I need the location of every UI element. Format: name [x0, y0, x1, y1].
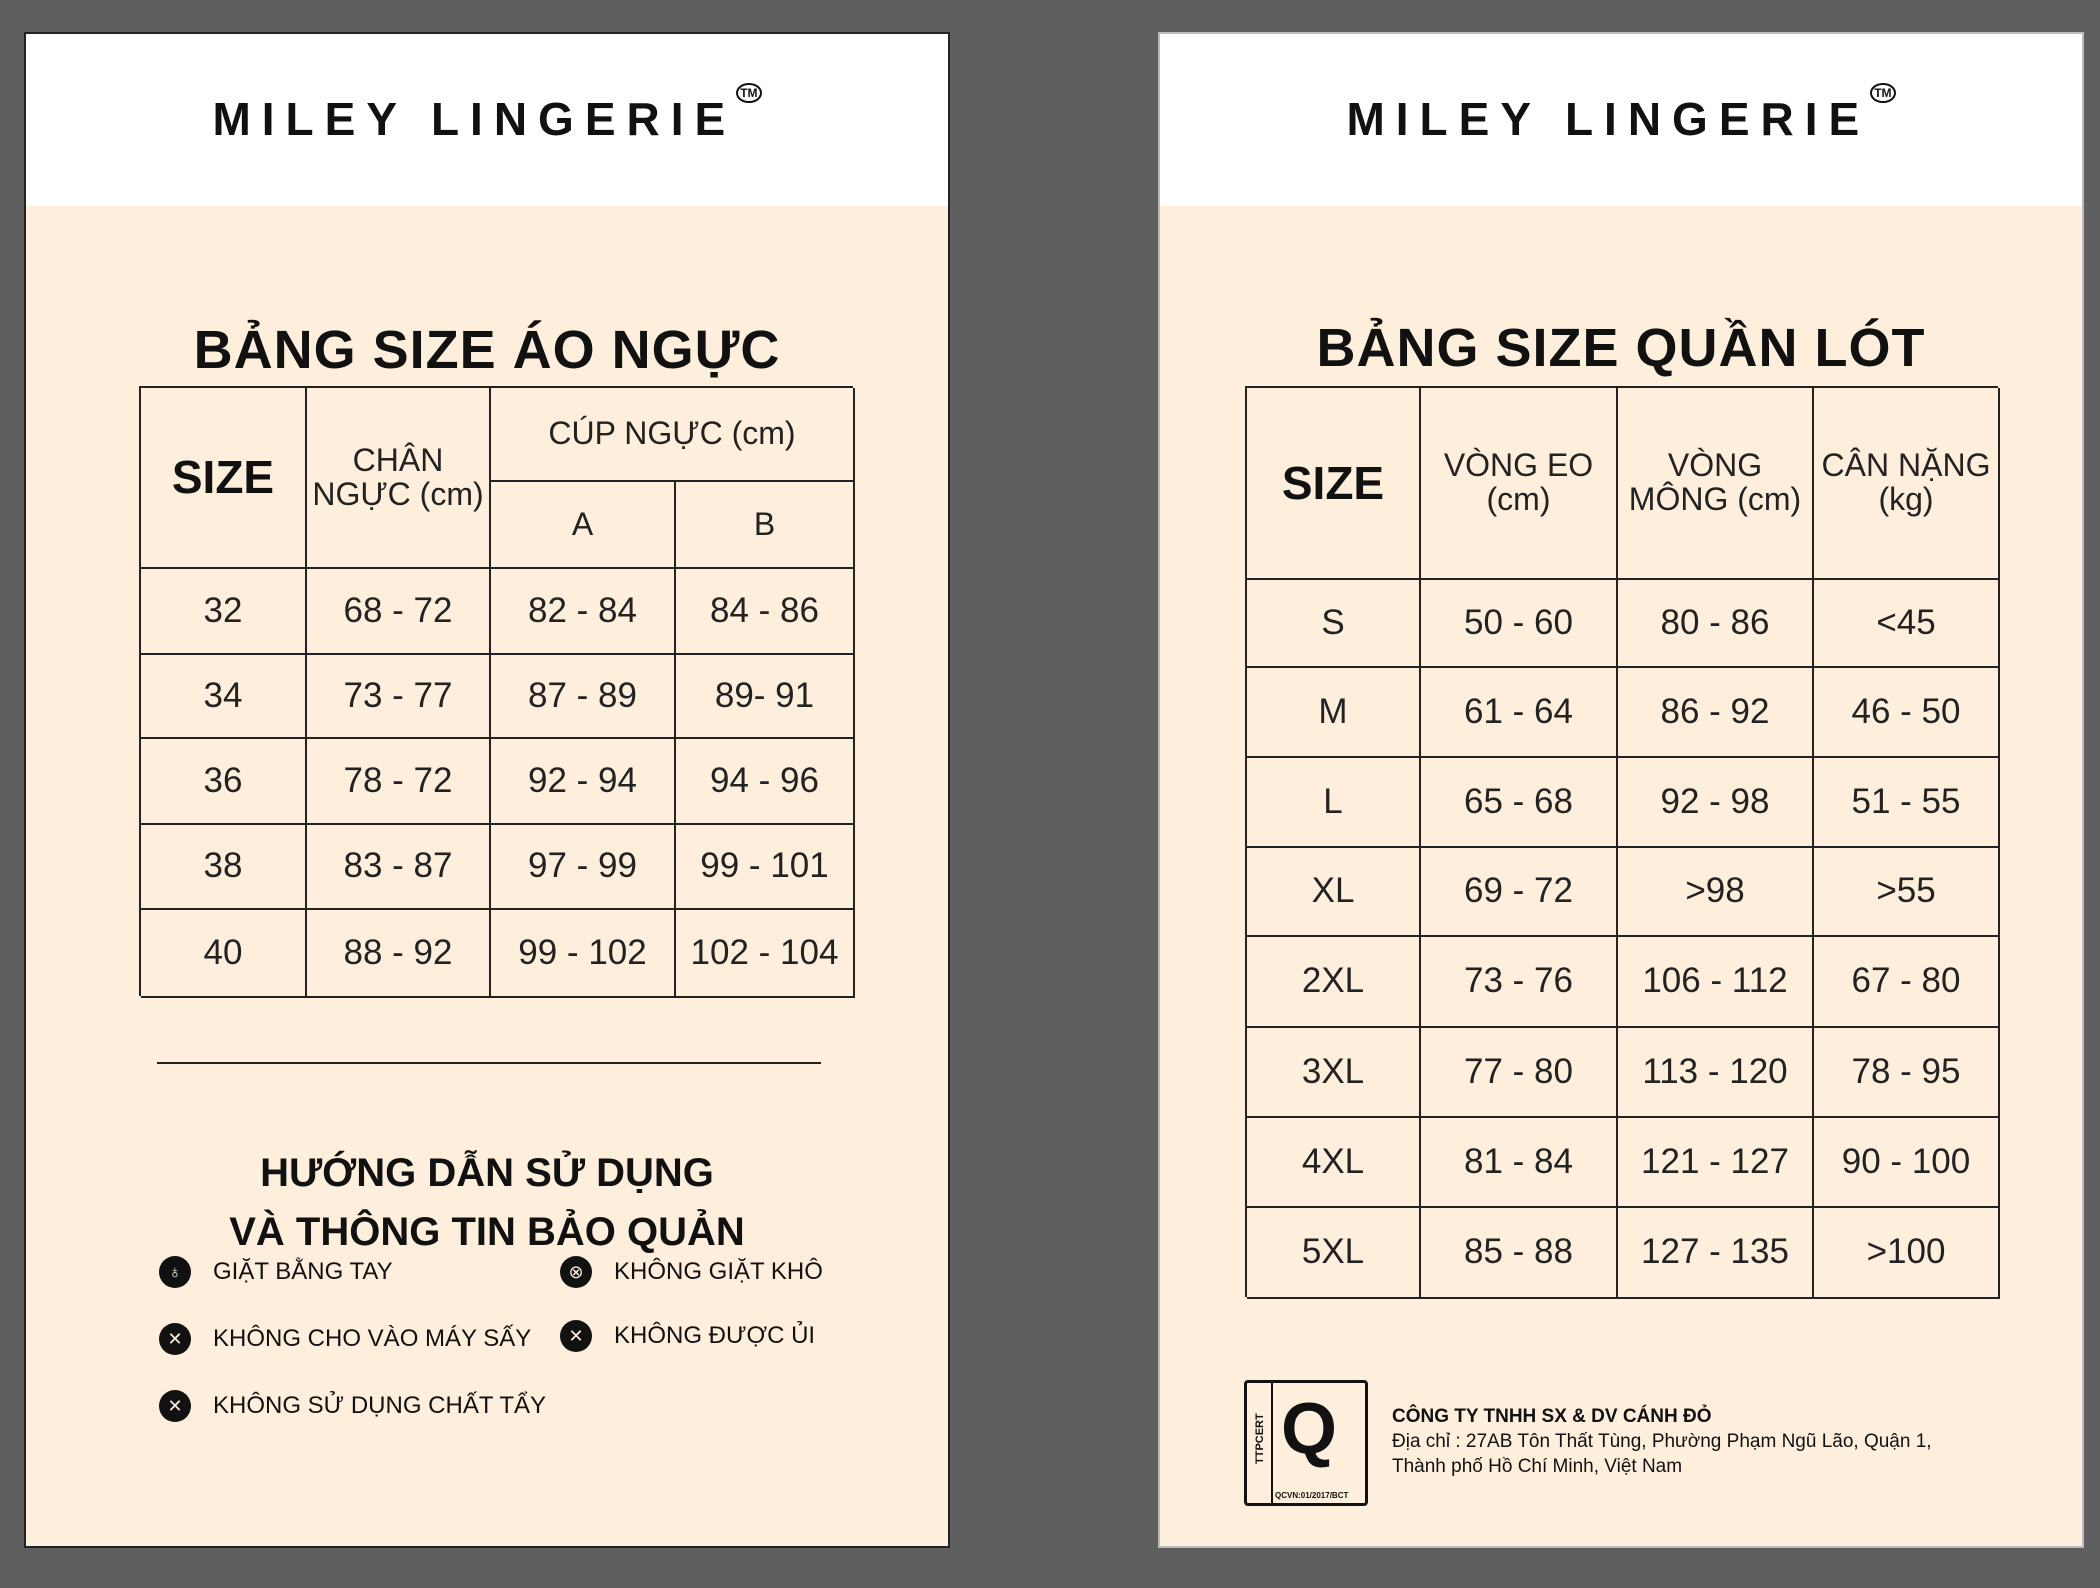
table-cell: 78 - 95	[1814, 1028, 2000, 1118]
table-cell: <45	[1814, 580, 2000, 668]
certification-mark: TTPCERT Q QCVN:01/2017/BCT	[1244, 1380, 1368, 1506]
table-cell: S	[1247, 580, 1421, 668]
no-tumble-dry-icon: ✕	[159, 1323, 191, 1355]
table-cell: 106 - 112	[1618, 937, 1814, 1028]
table-cell: 92 - 94	[491, 739, 676, 825]
table-cell: 99 - 101	[676, 825, 855, 910]
bra-title: BẢNG SIZE ÁO NGỰC	[193, 320, 781, 380]
table-cell: 99 - 102	[491, 910, 676, 998]
table-cell: M	[1247, 668, 1421, 758]
table-cell: 92 - 98	[1618, 758, 1814, 848]
table-cell: 4XL	[1247, 1118, 1421, 1208]
header-cup-b: B	[676, 482, 855, 569]
panty-size-panel: MILEY LINGERIE TM BẢNG SIZE QUẦN LÓT SIZE…	[1158, 32, 2084, 1548]
care-label: GIẶT BẰNG TAY	[213, 1258, 393, 1285]
table-cell: 88 - 92	[307, 910, 491, 998]
table-cell: 102 - 104	[676, 910, 855, 998]
table-cell: >98	[1618, 848, 1814, 937]
no-dry-clean-icon: ⊗	[560, 1256, 592, 1288]
table-cell: 67 - 80	[1814, 937, 2000, 1028]
table-cell: 34	[141, 655, 307, 739]
table-cell: 2XL	[1247, 937, 1421, 1028]
table-cell: 77 - 80	[1421, 1028, 1618, 1118]
header-cell: VÒNG MÔNG (cm)	[1618, 388, 1814, 580]
header: MILEY LINGERIE TM	[1160, 34, 2082, 206]
table-cell: 69 - 72	[1421, 848, 1618, 937]
care-item: ✕ KHÔNG CHO VÀO MÁY SẤY	[159, 1323, 531, 1355]
table-cell: 73 - 76	[1421, 937, 1618, 1028]
table-cell: L	[1247, 758, 1421, 848]
care-item: ✕ KHÔNG ĐƯỢC ỦI	[560, 1320, 815, 1352]
table-cell: 50 - 60	[1421, 580, 1618, 668]
care-label: KHÔNG GIẶT KHÔ	[614, 1258, 823, 1285]
care-label: KHÔNG ĐƯỢC ỦI	[614, 1322, 816, 1349]
panty-title: BẢNG SIZE QUẦN LÓT	[1316, 318, 1926, 378]
table-cell: 89- 91	[676, 655, 855, 739]
table-cell: 90 - 100	[1814, 1118, 2000, 1208]
table-cell: 68 - 72	[307, 569, 491, 655]
table-cell: >55	[1814, 848, 2000, 937]
table-cell: 86 - 92	[1618, 668, 1814, 758]
bra-size-panel: MILEY LINGERIE TM BẢNG SIZE ÁO NGỰC SIZE C…	[24, 32, 950, 1548]
table-cell: >100	[1814, 1208, 2000, 1299]
table-cell: 97 - 99	[491, 825, 676, 910]
table-cell: 65 - 68	[1421, 758, 1618, 848]
header-cell: VÒNG EO (cm)	[1421, 388, 1618, 580]
table-cell: 32	[141, 569, 307, 655]
table-cell: 5XL	[1247, 1208, 1421, 1299]
header-band: CHÂN NGỰC (cm)	[307, 388, 491, 569]
cr-logo-icon: Q	[1281, 1389, 1338, 1469]
header-cell: SIZE	[1247, 388, 1421, 580]
table-cell: 87 - 89	[491, 655, 676, 739]
table-cell: 94 - 96	[676, 739, 855, 825]
table-cell: 121 - 127	[1618, 1118, 1814, 1208]
table-cell: 3XL	[1247, 1028, 1421, 1118]
table-cell: 51 - 55	[1814, 758, 2000, 848]
care-item: ♁ GIẶT BẰNG TAY	[159, 1256, 393, 1288]
header-cup: CÚP NGỰC (cm)	[491, 388, 855, 482]
care-item: ⊗ KHÔNG GIẶT KHÔ	[560, 1256, 823, 1288]
table-cell: 46 - 50	[1814, 668, 2000, 758]
hand-wash-icon: ♁	[159, 1256, 191, 1288]
header-cup-a: A	[491, 482, 676, 569]
care-label: KHÔNG SỬ DỤNG CHẤT TẨY	[213, 1392, 546, 1419]
brand-logo: MILEY LINGERIE TM	[1160, 83, 2082, 146]
care-item: ✕ KHÔNG SỬ DỤNG CHẤT TẨY	[159, 1390, 546, 1422]
care-label: KHÔNG CHO VÀO MÁY SẤY	[213, 1325, 532, 1352]
no-iron-icon: ✕	[560, 1320, 592, 1352]
brand-logo: MILEY LINGERIE TM	[26, 83, 948, 146]
care-heading: HƯỚNG DẪN SỬ DỤNG VÀ THÔNG TIN BẢO QUẢN	[229, 1151, 745, 1254]
table-cell: 82 - 84	[491, 569, 676, 655]
header-cell: CÂN NẶNG (kg)	[1814, 388, 2000, 580]
table-cell: 40	[141, 910, 307, 998]
table-cell: 80 - 86	[1618, 580, 1814, 668]
no-bleach-icon: ✕	[159, 1390, 191, 1422]
table-cell: XL	[1247, 848, 1421, 937]
table-cell: 78 - 72	[307, 739, 491, 825]
table-cell: 36	[141, 739, 307, 825]
header-size: SIZE	[141, 388, 307, 569]
header: MILEY LINGERIE TM	[26, 34, 948, 206]
table-cell: 73 - 77	[307, 655, 491, 739]
table-cell: 61 - 64	[1421, 668, 1618, 758]
table-cell: 38	[141, 825, 307, 910]
divider	[157, 1062, 821, 1064]
panty-size-table: SIZE VÒNG EO (cm) VÒNG MÔNG (cm) CÂN NẶNG (…	[1245, 386, 2000, 1299]
table-cell: 85 - 88	[1421, 1208, 1618, 1299]
table-cell: 81 - 84	[1421, 1118, 1618, 1208]
table-cell: 113 - 120	[1618, 1028, 1814, 1118]
table-cell: 83 - 87	[307, 825, 491, 910]
table-cell: 84 - 86	[676, 569, 855, 655]
table-cell: 127 - 135	[1618, 1208, 1814, 1299]
bra-size-table: SIZE CHÂN NGỰC (cm) CÚP NGỰC (cm) A B 32 68 - …	[139, 386, 855, 998]
company-info: CÔNG TY TNHH SX & DV CÁNH ĐỎ Địa chỉ : 2…	[1392, 1406, 1932, 1477]
